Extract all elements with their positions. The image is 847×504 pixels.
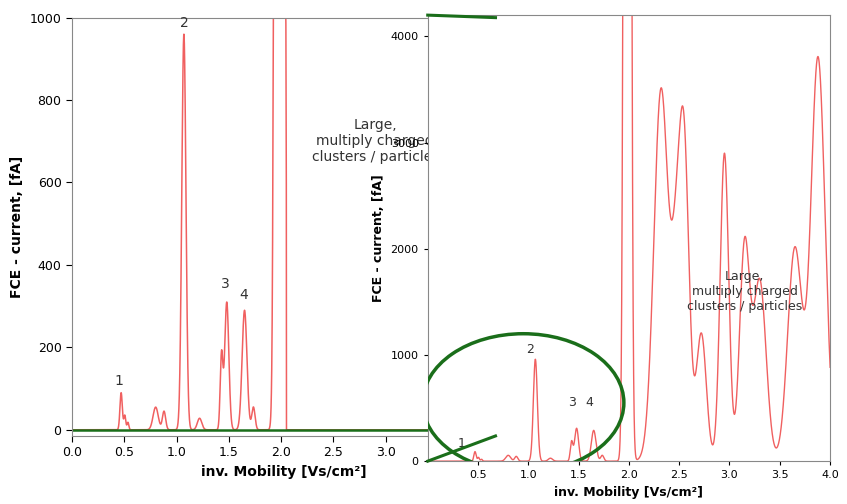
Text: Large,
multiply charged
clusters / particles: Large, multiply charged clusters / parti… [687,270,802,313]
Text: 3: 3 [568,396,577,409]
Text: 4: 4 [240,288,248,302]
Text: 2: 2 [180,16,188,30]
Text: 4: 4 [585,396,594,409]
Text: 1: 1 [115,374,124,388]
X-axis label: inv. Mobility [Vs/cm²]: inv. Mobility [Vs/cm²] [555,486,703,499]
X-axis label: inv. Mobility [Vs/cm²]: inv. Mobility [Vs/cm²] [201,465,367,479]
Text: Large,
multiply charged
clusters / particles: Large, multiply charged clusters / parti… [312,118,439,164]
Text: 3: 3 [220,277,230,291]
Text: 2: 2 [526,343,534,356]
Text: 1: 1 [458,437,466,451]
Y-axis label: FCE - current, [fA]: FCE - current, [fA] [372,174,385,302]
Y-axis label: FCE - current, [fA]: FCE - current, [fA] [10,156,25,298]
